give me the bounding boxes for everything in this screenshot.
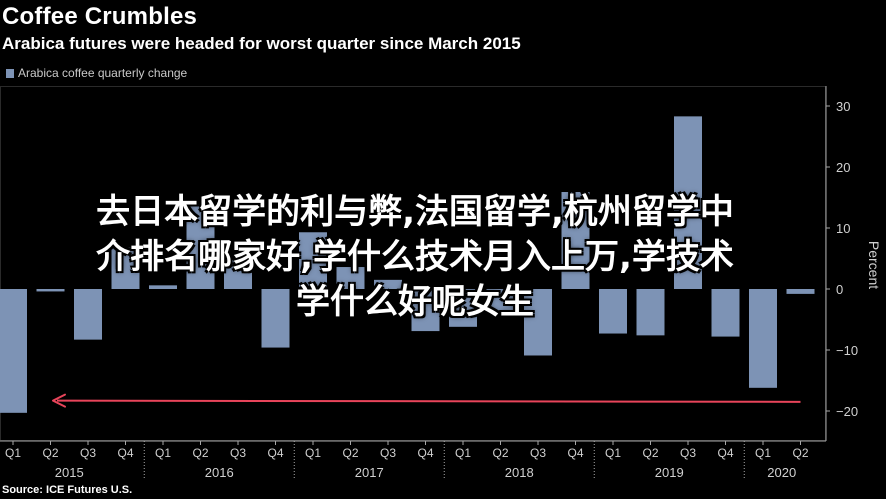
x-tick-label: Q1 — [455, 446, 471, 460]
overlay-line-2: 介排名哪家好,学什么技术月入上万,学技术 — [96, 237, 734, 277]
bar-q1-16 — [599, 289, 627, 334]
x-tick-label: Q3 — [680, 446, 696, 460]
bar-q4-15 — [561, 192, 590, 289]
bar-q1-20 — [749, 289, 777, 388]
source-note: Source: ICE Futures U.S. — [2, 484, 133, 496]
x-tick-label: Q1 — [305, 446, 321, 460]
y-tick-label: 10 — [836, 221, 850, 236]
bar-q4-19 — [711, 289, 740, 337]
legend: Arabica coffee quarterly change — [6, 66, 187, 80]
bar-q1-12 — [449, 289, 477, 327]
x-tick-label: Q3 — [80, 446, 96, 460]
bar-q3-2 — [74, 289, 102, 340]
y-tick-label: 0 — [836, 282, 843, 297]
x-tick-label: Q1 — [605, 446, 621, 460]
x-tick-label: Q1 — [5, 446, 21, 460]
x-tick-label: Q2 — [792, 446, 808, 460]
bar-q2-1 — [36, 289, 65, 292]
bar-q4-11 — [411, 289, 440, 332]
x-tick-label: Q3 — [230, 446, 246, 460]
year-label: 2018 — [505, 465, 534, 480]
y-axis-label: Percent — [866, 241, 882, 289]
bar-q3-10 — [374, 279, 402, 289]
x-tick-label: Q2 — [642, 446, 658, 460]
annotation-arrow-head — [52, 393, 66, 408]
overlay-text: 去日本留学的利与弊,法国留学,杭州留学中 介排名哪家好,学什么技术月入上万,学技… — [0, 190, 830, 325]
x-tick-label: Q3 — [530, 446, 546, 460]
year-label: 2016 — [205, 465, 234, 480]
x-tick-label: Q4 — [567, 446, 583, 460]
bar-q1-4 — [149, 285, 177, 289]
x-tick-label: Q1 — [755, 446, 771, 460]
x-tick-label: Q2 — [342, 446, 358, 460]
x-tick-label: Q3 — [380, 446, 396, 460]
x-tick-label: Q4 — [717, 446, 733, 460]
x-tick-label: Q2 — [42, 446, 58, 460]
x-tick-label: Q1 — [155, 446, 171, 460]
bar-q2-9 — [336, 267, 365, 289]
x-tick-label: Q2 — [492, 446, 508, 460]
y-tick-label: 20 — [836, 160, 850, 175]
legend-swatch — [6, 68, 14, 78]
y-tick-label: 30 — [836, 99, 850, 114]
bar-q2-13 — [486, 289, 515, 311]
bar-q3-6 — [224, 259, 252, 289]
bar-q2-21 — [786, 289, 815, 294]
year-label: 2015 — [55, 465, 84, 480]
bar-q2-5 — [186, 204, 215, 289]
year-label: 2020 — [767, 465, 796, 480]
overlay-line-1: 去日本留学的利与弊,法国留学,杭州留学中 — [96, 192, 734, 232]
x-tick-label: Q4 — [267, 446, 283, 460]
bar-q1-8 — [299, 232, 327, 289]
bar-q3-14 — [524, 289, 552, 356]
bar-q4-7 — [261, 289, 290, 348]
legend-label: Arabica coffee quarterly change — [18, 66, 188, 80]
bar-q2-17 — [636, 289, 665, 336]
x-tick-label: Q4 — [117, 446, 133, 460]
x-tick-label: Q4 — [417, 446, 433, 460]
overlay-line-3: 学什么好呢女生 — [296, 282, 534, 322]
annotation-arrow-shaft — [56, 399, 801, 403]
bar-q1-0 — [0, 289, 27, 413]
chart-title: Coffee Crumbles — [2, 3, 198, 30]
bar-q3-18 — [674, 116, 702, 290]
bar-q4-3 — [111, 247, 140, 289]
chart-subtitle: Arabica futures were headed for worst qu… — [2, 34, 521, 53]
y-tick-label: −20 — [836, 404, 858, 419]
year-label: 2019 — [655, 465, 684, 480]
x-tick-label: Q2 — [192, 446, 208, 460]
year-label: 2017 — [355, 465, 384, 480]
y-tick-label: −10 — [836, 343, 858, 358]
